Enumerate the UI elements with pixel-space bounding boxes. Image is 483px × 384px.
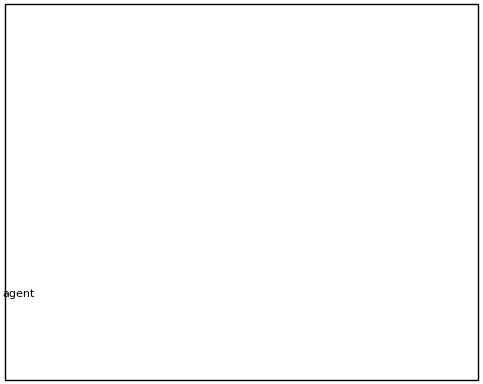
Bar: [53, 325, 66, 328]
Text: GSM262687: GSM262687: [220, 194, 229, 245]
Text: GSM262677: GSM262677: [280, 194, 289, 245]
Text: GSM262684: GSM262684: [129, 195, 138, 245]
Bar: [154, 215, 184, 276]
Point: [165, 93, 172, 99]
Bar: [213, 215, 244, 276]
Text: agent: agent: [2, 289, 35, 299]
Bar: [63, 215, 93, 276]
Text: GSM262679: GSM262679: [341, 195, 350, 245]
Bar: [184, 215, 213, 276]
Text: rank, Detection Call = ABSENT: rank, Detection Call = ABSENT: [71, 371, 222, 381]
Bar: [371, 82, 388, 215]
Bar: [311, 141, 327, 215]
Bar: [70, 142, 86, 215]
Title: GDS3194 / 1419730_at: GDS3194 / 1419730_at: [171, 5, 316, 18]
Bar: [123, 215, 154, 276]
Point: [134, 88, 142, 94]
Text: value, Detection Call = ABSENT: value, Detection Call = ABSENT: [71, 354, 227, 364]
Bar: [53, 341, 66, 345]
Text: GSM262678: GSM262678: [311, 194, 319, 245]
Point: [315, 97, 323, 103]
Bar: [100, 145, 116, 215]
Bar: [341, 115, 358, 215]
Point: [406, 94, 414, 101]
Text: count: count: [71, 322, 99, 332]
Bar: [93, 215, 123, 276]
Point: [74, 94, 82, 101]
Bar: [244, 276, 425, 307]
Bar: [221, 197, 237, 215]
Bar: [274, 215, 304, 276]
Bar: [244, 215, 274, 276]
Bar: [251, 117, 267, 215]
Text: control: control: [134, 287, 172, 297]
Text: GSM262685: GSM262685: [159, 195, 169, 245]
Bar: [395, 215, 425, 276]
Bar: [402, 137, 418, 215]
Bar: [334, 215, 365, 276]
Bar: [53, 374, 66, 377]
Bar: [130, 31, 146, 215]
Point: [225, 98, 233, 104]
Point: [255, 93, 263, 99]
Text: GSM262682: GSM262682: [69, 195, 78, 245]
Text: percentile rank within the sample: percentile rank within the sample: [71, 338, 237, 348]
Bar: [365, 215, 395, 276]
Bar: [53, 358, 66, 361]
Bar: [190, 149, 207, 215]
Point: [195, 97, 202, 103]
Bar: [281, 93, 298, 215]
Text: GSM262676: GSM262676: [250, 194, 259, 245]
Point: [346, 93, 354, 99]
Text: GSM262680: GSM262680: [371, 195, 380, 245]
Bar: [160, 142, 177, 215]
Text: GSM262683: GSM262683: [99, 194, 108, 245]
Text: GSM262681: GSM262681: [401, 195, 410, 245]
Bar: [304, 215, 334, 276]
Bar: [63, 276, 244, 307]
Text: medroxyprogesterone acetate: medroxyprogesterone acetate: [256, 287, 413, 297]
Point: [285, 88, 293, 94]
Text: GSM262686: GSM262686: [190, 194, 199, 245]
Point: [104, 94, 112, 101]
Point: [376, 89, 384, 96]
